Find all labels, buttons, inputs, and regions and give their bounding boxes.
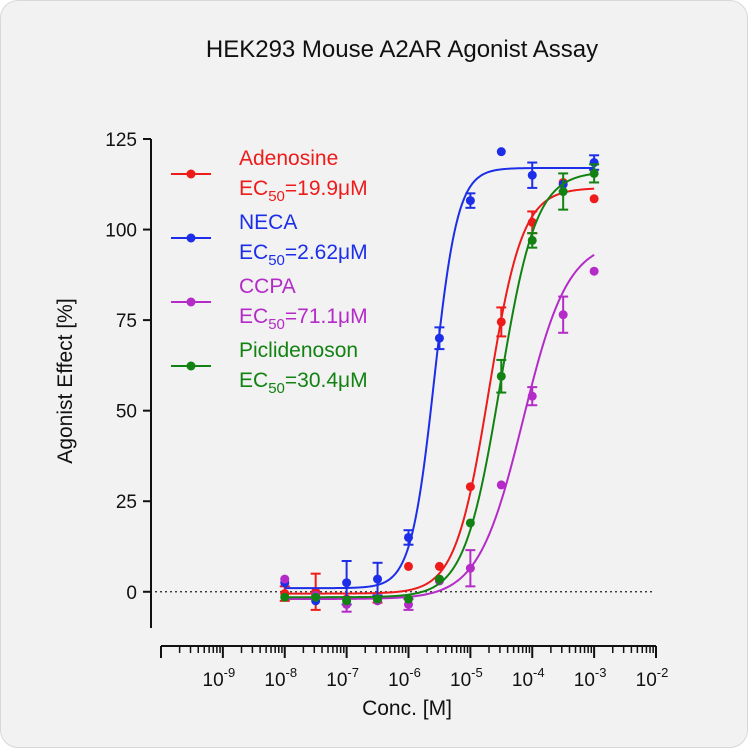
y-tick-label: 125 (105, 130, 137, 151)
data-point (311, 592, 321, 602)
legend-marker-neca (186, 233, 196, 243)
y-tick-label: 0 (126, 583, 137, 604)
legend-name-adenosine: Adenosine (239, 147, 338, 170)
y-tick-label: 50 (116, 402, 137, 423)
data-point (527, 391, 537, 401)
data-point (558, 310, 568, 320)
data-point (496, 147, 506, 157)
x-tick-label: 10-5 (450, 665, 483, 691)
data-point (434, 333, 444, 343)
legend-name-piclidenoson: Piclidenoson (239, 339, 358, 362)
x-tick-label: 10-9 (203, 665, 236, 691)
data-point (404, 532, 413, 542)
y-axis-label: Agonist Effect [%] (54, 298, 77, 463)
data-point (465, 196, 475, 206)
data-point (589, 168, 599, 178)
x-axis-label: Conc. [M] (362, 697, 452, 720)
legend-ec50-ccpa: EC50=71.1μM (239, 305, 368, 333)
x-tick-label: 10-3 (574, 665, 607, 691)
data-point (558, 187, 568, 197)
legend-name-neca: NECA (239, 211, 297, 234)
x-tick-label: 10-8 (264, 665, 297, 691)
y-tick-label: 75 (116, 311, 137, 332)
data-point (342, 596, 352, 606)
x-tick-label: 10-4 (512, 665, 545, 691)
data-point (280, 592, 290, 602)
data-point (496, 317, 506, 327)
data-point (589, 194, 599, 204)
data-point (342, 578, 352, 588)
fit-curve-ccpa (284, 253, 595, 601)
fit-curve-adenosine (284, 187, 595, 595)
data-point (434, 561, 444, 571)
legend-ec50-piclidenoson: EC50=30.4μM (239, 369, 368, 397)
data-point (404, 561, 413, 571)
data-point (373, 574, 383, 584)
legend: Adenosine EC50=19.9μM NECA EC50=2.62μM CCPA E… (171, 147, 368, 397)
data-point (589, 266, 599, 276)
series-piclidenoson (280, 163, 600, 606)
legend-name-ccpa: CCPA (239, 275, 296, 298)
data-point (527, 235, 537, 245)
data-point (465, 563, 475, 573)
x-tick-label: 10-6 (388, 665, 421, 691)
legend-ec50-adenosine: EC50=19.9μM (239, 177, 368, 205)
y-tick-label: 25 (116, 492, 137, 513)
data-point (527, 170, 537, 180)
data-point (496, 480, 506, 490)
data-point (404, 594, 413, 604)
x-tick-label: 10-2 (636, 665, 669, 691)
legend-marker-ccpa (186, 297, 196, 307)
legend-ec50-neca: EC50=2.62μM (239, 241, 368, 269)
data-point (465, 482, 475, 492)
data-point (373, 594, 383, 604)
data-point (465, 518, 475, 528)
plot-area: 0 25 50 75 100 125 10-9 10-8 10-7 10-6 10-5 10-4 10-… (105, 130, 668, 691)
x-tick-label: 10-7 (326, 665, 359, 691)
data-point (496, 371, 506, 381)
legend-marker-piclidenoson (186, 361, 196, 371)
data-point (280, 574, 290, 584)
data-point (434, 574, 444, 584)
y-tick-label: 100 (105, 221, 137, 242)
legend-marker-adenosine (186, 169, 196, 179)
chart-title: HEK293 Mouse A2AR Agonist Assay (206, 36, 598, 63)
